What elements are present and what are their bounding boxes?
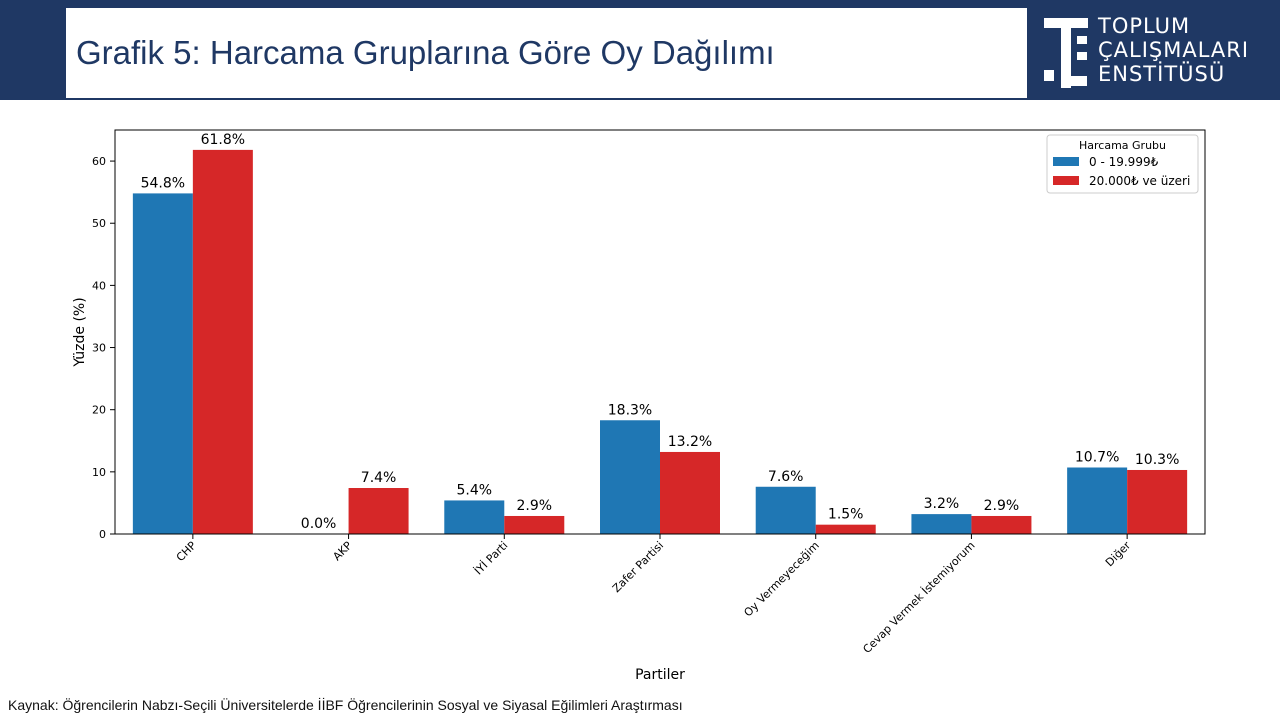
value-label: 3.2%: [924, 496, 960, 512]
bar-low-2: [444, 500, 505, 534]
bar-low-5: [911, 514, 972, 534]
legend-swatch: [1053, 176, 1079, 185]
y-tick-label: 30: [92, 342, 106, 355]
value-label: 0.0%: [301, 516, 337, 532]
bar-low-0: [132, 193, 193, 534]
x-tick-label: Zafer Partisi: [610, 539, 666, 595]
logo-line-3: ENSTİTÜSÜ: [1098, 62, 1226, 86]
value-label: 18.3%: [608, 402, 652, 418]
y-tick-label: 60: [92, 155, 106, 168]
legend-swatch: [1053, 157, 1079, 166]
value-label: 7.4%: [361, 470, 397, 486]
value-label: 2.9%: [516, 498, 552, 514]
bar-high-5: [971, 515, 1032, 534]
value-label: 2.9%: [984, 498, 1020, 514]
bar-chart: 54.8% 61.8% 0.0% 7.4% 5.4% 2.9% 18.3% 13.2% 7.6%…: [72, 129, 1206, 683]
y-tick-label: 40: [92, 279, 106, 292]
value-label: 1.5%: [828, 507, 864, 523]
institute-logo: TOPLUM ÇALIŞMALARI ENSTİTÜSÜ: [1044, 14, 1270, 90]
y-tick-label: 0: [99, 528, 106, 541]
value-label: 54.8%: [141, 175, 185, 191]
x-axis-title: Partiler: [635, 667, 685, 683]
y-tick-label: 50: [92, 217, 106, 230]
logo-line-1: TOPLUM: [1098, 14, 1191, 38]
bar-low-3: [600, 420, 660, 534]
x-tick-label: Diğer: [1103, 539, 1134, 570]
header-band: Grafik 5: Harcama Gruplarına Göre Oy Dağ…: [0, 0, 1280, 100]
bar-high-1: [348, 488, 409, 534]
value-label: 61.8%: [201, 132, 245, 148]
page-title: Grafik 5: Harcama Gruplarına Göre Oy Dağ…: [76, 34, 775, 71]
y-tick-label: 10: [92, 466, 106, 479]
x-tick-label: Cevap Vermek İstemiyorum: [860, 539, 977, 656]
x-tick-label: CHP: [174, 539, 199, 564]
logo-line-2: ÇALIŞMALARI: [1098, 38, 1250, 62]
x-tick-label: AKP: [330, 539, 355, 564]
value-label: 10.7%: [1075, 449, 1119, 465]
legend-box: [1046, 134, 1199, 194]
source-note: Kaynak: Öğrencilerin Nabzı-Seçili Üniver…: [8, 697, 683, 713]
value-label: 5.4%: [456, 482, 492, 498]
logo-mark-icon: [1044, 18, 1088, 88]
bar-high-4: [815, 524, 876, 534]
value-label: 13.2%: [668, 434, 712, 450]
value-label: 10.3%: [1135, 452, 1179, 468]
bar-high-0: [192, 149, 253, 534]
x-tick-label: İYİ Parti: [472, 539, 511, 578]
bar-high-6: [1127, 469, 1188, 534]
bar-low-4: [755, 486, 816, 534]
bar-high-3: [660, 451, 720, 534]
legend-label: 0 - 19.999₺: [1089, 155, 1159, 169]
y-tick-label: 20: [92, 404, 106, 417]
value-label: 7.6%: [768, 469, 804, 485]
legend-title: Harcama Grubu: [1079, 139, 1166, 152]
x-tick-label: Oy Vermeyeceğim: [741, 539, 821, 619]
bar-low-6: [1067, 467, 1128, 534]
legend-label: 20.000₺ ve üzeri: [1089, 174, 1190, 188]
title-box: Grafik 5: Harcama Gruplarına Göre Oy Dağ…: [66, 8, 1027, 98]
bar-high-2: [504, 515, 565, 534]
y-axis-title: Yüzde (%): [72, 297, 88, 367]
